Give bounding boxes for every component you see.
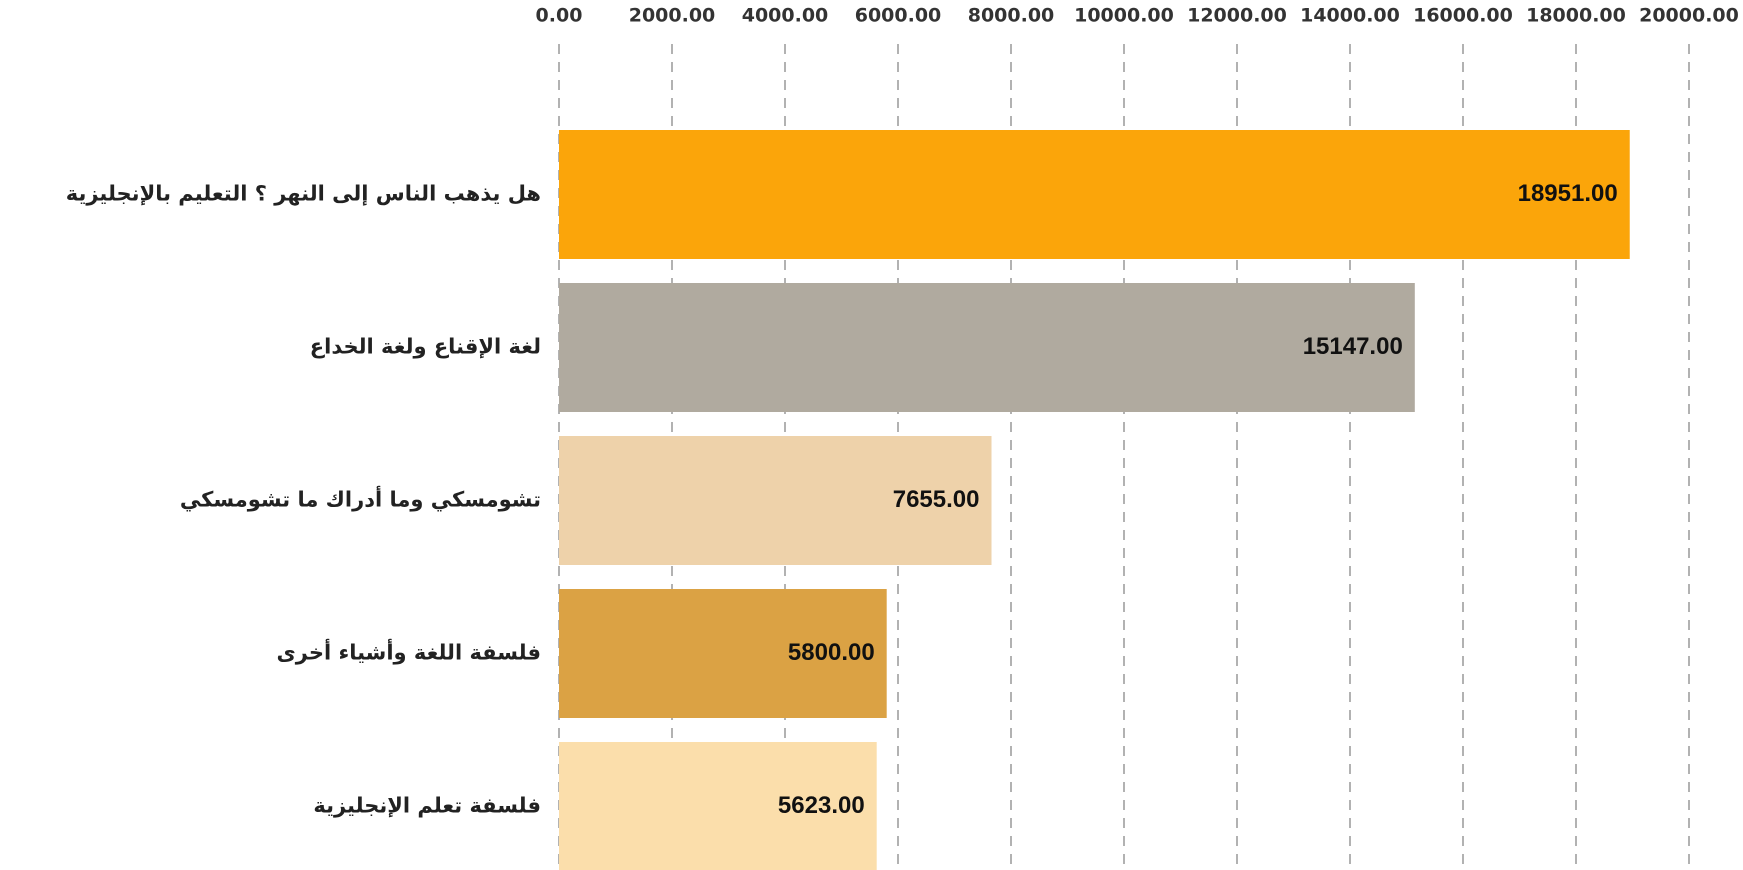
bar xyxy=(559,589,887,718)
value-label: 18951.00 xyxy=(1518,180,1618,207)
x-tick-label: 4000.00 xyxy=(742,5,829,27)
bar xyxy=(559,742,877,870)
x-tick-label: 12000.00 xyxy=(1187,5,1287,27)
bar xyxy=(559,436,992,565)
x-tick-label: 16000.00 xyxy=(1413,5,1513,27)
y-tick-label: تشومسكي وما أدراك ما تشومسكي xyxy=(180,485,541,512)
x-tick-label: 6000.00 xyxy=(855,5,942,27)
value-label: 15147.00 xyxy=(1303,333,1403,360)
x-tick-label: 2000.00 xyxy=(629,5,716,27)
x-tick-label: 18000.00 xyxy=(1526,5,1626,27)
bar xyxy=(559,130,1630,259)
x-tick-label: 0.00 xyxy=(536,5,583,27)
value-label: 5800.00 xyxy=(788,639,875,666)
x-tick-label: 10000.00 xyxy=(1074,5,1174,27)
y-tick-label: لغة الإقناع ولغة الخداع xyxy=(310,335,541,359)
y-tick-label: هل يذهب الناس إلى النهر ؟ التعليم بالإنج… xyxy=(66,182,541,206)
y-tick-label: فلسفة تعلم الإنجليزية xyxy=(313,794,541,818)
x-tick-label: 20000.00 xyxy=(1639,5,1739,27)
x-tick-label: 8000.00 xyxy=(968,5,1055,27)
value-label: 7655.00 xyxy=(893,486,980,513)
bar xyxy=(559,283,1415,412)
value-label: 5623.00 xyxy=(778,792,865,819)
y-tick-label: فلسفة اللغة وأشياء أخرى xyxy=(277,638,541,665)
x-tick-label: 14000.00 xyxy=(1300,5,1400,27)
